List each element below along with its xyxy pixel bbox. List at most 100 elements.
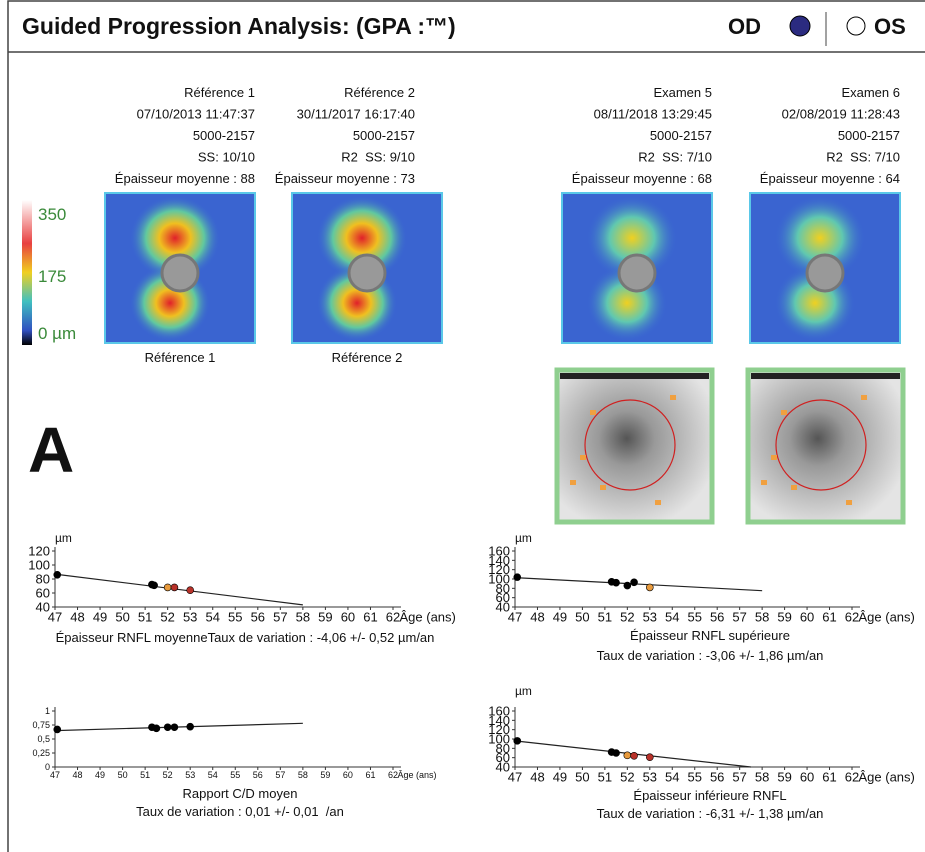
x-tick-label: 51 <box>138 609 152 624</box>
y-tick-label: 0,75 <box>32 720 50 730</box>
colorbar-label: 0 µm <box>38 324 76 343</box>
exam-ss: R2 SS: 7/10 <box>638 150 712 165</box>
x-tick-label: 48 <box>73 770 83 780</box>
data-point <box>514 737 521 744</box>
chart-title: Épaisseur inférieure RNFL <box>633 788 786 803</box>
fundus-band <box>751 373 900 379</box>
x-tick-label: 62 <box>845 609 859 624</box>
optic-disc <box>619 255 655 291</box>
change-pixel <box>580 455 586 460</box>
data-point <box>631 579 638 586</box>
change-pixel <box>771 455 777 460</box>
x-tick-label: 60 <box>341 609 355 624</box>
data-point <box>646 584 653 591</box>
change-pixel <box>670 395 676 400</box>
change-pixel <box>791 485 797 490</box>
x-tick-label: 47 <box>508 769 522 784</box>
fundus-image <box>748 370 903 522</box>
x-tick-label: 47 <box>508 609 522 624</box>
x-tick-label: 59 <box>777 769 791 784</box>
x-axis-label: Âge (ans) <box>400 609 456 624</box>
exam-thickness: Épaisseur moyenne : 88 <box>115 171 255 186</box>
x-axis-label: Âge (ans) <box>859 609 915 624</box>
od-radio[interactable] <box>790 16 810 36</box>
x-tick-label: 52 <box>620 609 634 624</box>
data-point <box>187 587 194 594</box>
trend-line <box>55 723 303 730</box>
x-tick-label: 61 <box>363 609 377 624</box>
x-tick-label: 49 <box>553 769 567 784</box>
y-tick-label: 60 <box>36 586 50 601</box>
x-tick-label: 62 <box>845 769 859 784</box>
data-point <box>646 754 653 761</box>
x-tick-label: 52 <box>160 609 174 624</box>
x-tick-label: 50 <box>575 609 589 624</box>
os-label[interactable]: OS <box>874 14 906 39</box>
data-point <box>631 752 638 759</box>
exam-id: 5000-2157 <box>838 128 900 143</box>
x-tick-label: 54 <box>205 609 219 624</box>
x-tick-label: 61 <box>822 609 836 624</box>
axis-unit: µm <box>55 531 72 545</box>
y-tick-label: 0,5 <box>37 734 50 744</box>
exam-date: 08/11/2018 13:29:45 <box>594 107 712 122</box>
change-pixel <box>846 500 852 505</box>
x-tick-label: 50 <box>575 769 589 784</box>
x-tick-label: 57 <box>732 769 746 784</box>
exam-name: Référence 2 <box>344 85 415 100</box>
rate-of-change: Taux de variation : 0,01 +/- 0,01 /an <box>136 804 344 819</box>
data-point <box>613 750 620 757</box>
x-axis-label: Âge (ans) <box>398 770 437 780</box>
x-tick-label: 59 <box>318 609 332 624</box>
x-tick-label: 48 <box>530 609 544 624</box>
x-tick-label: 51 <box>598 769 612 784</box>
x-tick-label: 55 <box>228 609 242 624</box>
x-tick-label: 59 <box>320 770 330 780</box>
x-tick-label: 56 <box>710 609 724 624</box>
x-tick-label: 59 <box>777 609 791 624</box>
x-tick-label: 48 <box>530 769 544 784</box>
x-tick-label: 53 <box>643 609 657 624</box>
trend-line <box>515 578 762 591</box>
exam-thickness: Épaisseur moyenne : 64 <box>760 171 900 186</box>
chart-title: Épaisseur RNFL supérieure <box>630 628 790 643</box>
change-pixel <box>761 480 767 485</box>
exam-id: 5000-2157 <box>193 128 255 143</box>
fundus-image <box>557 370 712 522</box>
y-tick-label: 120 <box>28 544 50 559</box>
x-tick-label: 47 <box>50 770 60 780</box>
fundus-band <box>560 373 709 379</box>
rate-of-change: Taux de variation : -3,06 +/- 1,86 µm/an <box>597 648 824 663</box>
change-pixel <box>781 410 787 415</box>
exam-date: 07/10/2013 11:47:37 <box>137 107 255 122</box>
x-tick-label: 47 <box>48 609 62 624</box>
data-point <box>613 579 620 586</box>
x-tick-label: 51 <box>140 770 150 780</box>
x-tick-label: 61 <box>365 770 375 780</box>
colorbar-label: 175 <box>38 267 66 286</box>
image-caption: Référence 1 <box>145 350 216 365</box>
data-point <box>153 725 160 732</box>
y-tick-label: 0,25 <box>32 748 50 758</box>
change-pixel <box>590 410 596 415</box>
y-tick-label: 80 <box>36 572 50 587</box>
x-tick-label: 55 <box>687 769 701 784</box>
chart-title: Épaisseur RNFL moyenne <box>56 630 208 645</box>
data-point <box>54 571 61 578</box>
x-tick-label: 60 <box>343 770 353 780</box>
x-tick-label: 50 <box>118 770 128 780</box>
x-tick-label: 53 <box>185 770 195 780</box>
y-tick-label: 1 <box>45 706 50 716</box>
image-caption: Référence 2 <box>332 350 403 365</box>
data-point <box>54 726 61 733</box>
od-label[interactable]: OD <box>728 14 761 39</box>
header-title: Guided Progression Analysis: (GPA :™) <box>22 13 456 39</box>
x-tick-label: 57 <box>275 770 285 780</box>
x-axis-label: Âge (ans) <box>859 769 915 784</box>
exam-thickness: Épaisseur moyenne : 73 <box>275 171 415 186</box>
exam-date: 02/08/2019 11:28:43 <box>782 107 900 122</box>
page: Guided Progression Analysis: (GPA :™) OD… <box>0 0 925 852</box>
exam-id: 5000-2157 <box>353 128 415 143</box>
y-tick-label: 100 <box>28 558 50 573</box>
os-radio[interactable] <box>847 17 865 35</box>
